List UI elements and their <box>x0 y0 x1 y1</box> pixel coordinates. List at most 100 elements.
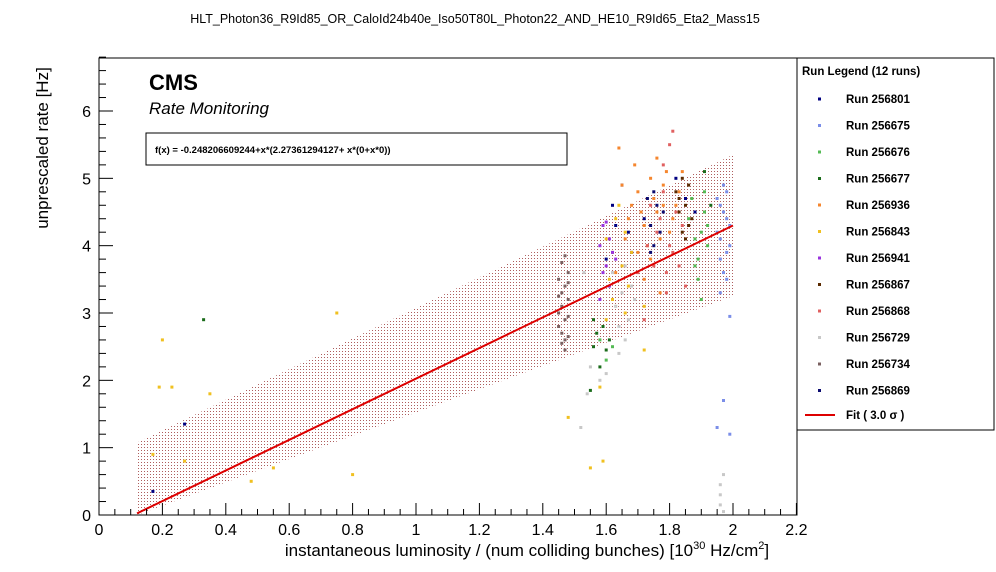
data-point <box>649 203 653 207</box>
legend-label: Run 256801 <box>846 94 911 106</box>
data-point <box>617 146 621 150</box>
data-point <box>557 294 561 298</box>
data-point <box>687 217 691 221</box>
data-point <box>728 314 732 318</box>
data-point <box>249 479 253 483</box>
data-point <box>617 325 621 328</box>
data-point <box>157 385 161 389</box>
fit-line <box>136 224 734 515</box>
data-point <box>160 338 164 342</box>
data-point <box>557 311 561 315</box>
data-point <box>183 422 187 426</box>
legend-label: Run 256868 <box>846 306 911 318</box>
data-point <box>639 210 643 214</box>
series-run-256941 <box>598 220 618 301</box>
series-run-256868 <box>636 129 687 322</box>
data-point <box>271 466 275 470</box>
data-point <box>607 338 611 342</box>
legend-marker <box>818 389 821 392</box>
data-point <box>563 254 567 258</box>
legend-entries: Run 256801 Run 256675 Run 256676 Run 256677… <box>818 94 911 398</box>
data-point <box>728 432 732 436</box>
series-run-256869 <box>645 190 665 254</box>
data-point <box>655 210 659 214</box>
data-point <box>604 358 608 362</box>
data-point <box>563 338 567 342</box>
data-point <box>687 183 691 187</box>
x-tick-label: 0.2 <box>151 522 173 539</box>
data-point <box>566 298 570 301</box>
chart-title: HLT_Photon36_R9Id85_OR_CaloId24b40e_Iso5… <box>190 12 760 26</box>
data-point <box>664 170 668 174</box>
data-point <box>633 163 637 167</box>
data-point <box>645 244 649 248</box>
data-point <box>202 318 206 322</box>
legend-label: Run 256729 <box>846 333 910 345</box>
data-point <box>722 473 725 477</box>
x-axis-label-unit-exp: 2 <box>758 540 764 552</box>
data-point <box>725 250 729 254</box>
data-point <box>585 392 589 396</box>
data-point <box>598 365 602 369</box>
legend-marker <box>818 124 821 127</box>
data-point <box>677 210 681 214</box>
plot-area <box>136 129 734 516</box>
legend-label: Run 256676 <box>846 147 910 159</box>
data-point <box>703 210 706 214</box>
data-point <box>614 304 618 308</box>
data-point <box>718 257 722 261</box>
data-point <box>671 217 675 221</box>
data-point <box>563 284 567 288</box>
legend-marker <box>818 150 821 154</box>
data-point <box>620 183 624 187</box>
data-point <box>601 325 605 328</box>
data-point <box>557 325 561 328</box>
data-point <box>693 237 697 241</box>
legend-box <box>796 57 995 431</box>
x-tick-label: 1.6 <box>595 522 617 539</box>
data-point <box>718 503 722 507</box>
data-point <box>706 224 710 227</box>
data-point <box>588 466 592 470</box>
data-point <box>671 129 675 133</box>
series-run-256867 <box>674 176 694 241</box>
data-point <box>696 277 700 281</box>
data-point <box>668 230 672 234</box>
data-point <box>677 197 681 200</box>
data-point <box>623 230 627 234</box>
data-point <box>668 244 672 248</box>
data-point <box>655 230 659 234</box>
data-point <box>674 203 678 207</box>
data-point <box>684 197 687 200</box>
x-tick-label: 2 <box>729 522 738 539</box>
data-point <box>614 217 618 221</box>
data-point <box>563 348 567 352</box>
data-point <box>684 237 687 241</box>
x-tick-label: 0 <box>95 522 104 539</box>
data-point <box>706 244 710 248</box>
data-point <box>674 210 678 214</box>
data-point <box>620 264 624 268</box>
data-point <box>699 298 703 301</box>
data-point <box>566 415 570 419</box>
x-axis-label-exp: 30 <box>693 540 705 552</box>
data-point <box>642 348 646 352</box>
data-point <box>611 250 614 254</box>
data-point <box>598 378 602 382</box>
data-point <box>680 224 684 227</box>
data-point <box>630 284 634 288</box>
data-point <box>582 271 586 275</box>
data-point <box>151 452 155 456</box>
data-point <box>718 493 722 497</box>
legend-label: Run 256677 <box>846 174 910 186</box>
data-point <box>652 190 656 194</box>
data-point <box>658 237 662 241</box>
legend-marker <box>818 362 821 366</box>
data-point <box>722 210 725 214</box>
data-point <box>560 261 564 264</box>
data-point <box>645 197 649 200</box>
data-point <box>579 426 583 429</box>
y-tick-label: 3 <box>82 306 91 323</box>
y-tick-label: 6 <box>82 104 91 121</box>
